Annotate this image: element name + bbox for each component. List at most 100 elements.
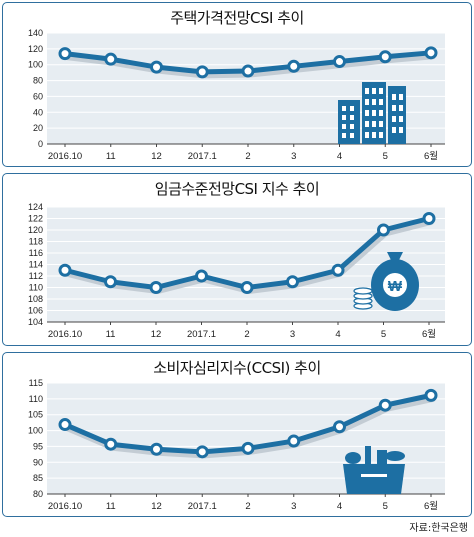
x-tick-label: 4 xyxy=(335,329,340,340)
window-shape xyxy=(399,105,403,111)
x-tick-label: 3 xyxy=(290,329,295,340)
y-tick-label: 114 xyxy=(29,260,43,270)
window-shape xyxy=(350,133,354,138)
y-tick-label: 112 xyxy=(29,271,43,281)
bag-top-shape xyxy=(387,252,403,260)
x-tick-label: 12 xyxy=(151,501,162,512)
y-tick-label: 100 xyxy=(28,426,43,436)
data-point xyxy=(333,55,346,69)
data-point xyxy=(241,64,255,78)
x-tick-label: 11 xyxy=(106,501,116,512)
y-tick-label: 90 xyxy=(33,457,43,467)
window-shape xyxy=(365,99,369,105)
bag-body-shape xyxy=(343,464,405,494)
x-tick-label: 11 xyxy=(106,151,116,162)
y-tick-label: 60 xyxy=(33,91,43,101)
x-tick-label: 5 xyxy=(383,151,388,162)
data-point xyxy=(195,445,209,459)
chart-title: 임금수준전망CSI 지수 추이 xyxy=(154,180,320,198)
data-point xyxy=(241,441,255,455)
line-chart: 80 85 90 95 100 105 110 115 2016.10 11 12 2017.1 2 3 4… xyxy=(28,378,445,512)
window-shape xyxy=(392,105,396,111)
y-tick-label: 104 xyxy=(28,317,43,327)
source-note: 자료:한국은행 xyxy=(409,523,468,534)
won-sign-label: ₩ xyxy=(388,278,403,295)
window-shape xyxy=(342,124,346,129)
x-tick-label: 2016.10 xyxy=(48,501,82,512)
data-point xyxy=(104,52,118,66)
y-tick-label: 106 xyxy=(28,306,43,316)
data-point xyxy=(149,281,163,294)
data-point xyxy=(378,50,392,64)
data-point xyxy=(333,420,346,434)
data-point xyxy=(287,59,301,73)
coin-badge-shape xyxy=(383,273,407,297)
window-shape xyxy=(350,124,354,129)
y-tick-label: 40 xyxy=(33,107,43,117)
data-point xyxy=(58,263,72,277)
data-point xyxy=(331,263,345,277)
data-point xyxy=(377,223,390,237)
y-tick-label: 20 xyxy=(33,123,43,133)
x-tick-label: 6월 xyxy=(424,500,438,512)
window-shape xyxy=(372,121,376,127)
y-tick-label: 85 xyxy=(33,473,43,483)
data-point xyxy=(195,269,208,283)
ccsi-panel: 80 85 90 95 100 105 110 115 2016.10 11 12 2017.1 2 3 4… xyxy=(2,352,472,517)
data-point xyxy=(150,442,163,456)
money-bag-icon: ₩ xyxy=(353,252,419,311)
window-shape xyxy=(342,106,346,111)
window-shape xyxy=(342,133,346,138)
window-shape xyxy=(379,132,383,138)
window-shape xyxy=(379,99,383,105)
data-point xyxy=(195,65,209,79)
building-shape xyxy=(388,86,406,144)
y-tick-label: 108 xyxy=(28,294,43,304)
y-tick-label: 120 xyxy=(28,44,43,54)
data-point xyxy=(378,398,392,412)
window-shape xyxy=(399,94,403,100)
data-point xyxy=(104,275,117,289)
bread-shape xyxy=(385,451,405,461)
y-tick-label: 95 xyxy=(33,441,43,451)
window-shape xyxy=(372,132,376,138)
data-point xyxy=(150,60,163,74)
y-tick-label: 80 xyxy=(33,76,43,86)
bag-stripe-shape xyxy=(361,474,387,477)
x-tick-label: 6월 xyxy=(424,150,438,162)
carton-shape xyxy=(377,450,387,464)
data-point xyxy=(58,418,72,432)
housing-price-csi-panel: 0 20 40 60 80 100 120 140 2016.10 11 12 2017.1 2 3 4 5 6… xyxy=(2,2,472,167)
y-tick-label: 80 xyxy=(33,489,43,499)
data-point xyxy=(240,281,254,294)
x-tick-label: 2017.1 xyxy=(188,151,217,162)
y-tick-label: 116 xyxy=(29,248,43,258)
x-tick-label: 12 xyxy=(151,151,162,162)
window-shape xyxy=(372,110,376,116)
window-shape xyxy=(392,116,396,122)
y-tick-label: 118 xyxy=(29,237,43,247)
x-tick-label: 2 xyxy=(245,151,250,162)
window-shape xyxy=(342,115,346,120)
chart-title: 소비자심리지수(CCSI) 추이 xyxy=(153,359,321,377)
window-shape xyxy=(379,88,383,94)
line-chart: 1041061081101121141161181201221242016.10… xyxy=(28,202,445,340)
y-tick-label: 110 xyxy=(29,283,43,293)
apartment-buildings-icon xyxy=(338,82,406,144)
wage-level-csi-panel: 104 106 108 110 112 114 116 118 120 122 124 2016.10… xyxy=(2,173,472,346)
window-shape xyxy=(379,121,383,127)
x-tick-label: 11 xyxy=(106,329,116,340)
shopping-bag-icon xyxy=(343,446,405,494)
x-tick-label: 2 xyxy=(245,501,250,512)
x-tick-label: 4 xyxy=(337,151,342,162)
data-point xyxy=(58,47,72,61)
window-shape xyxy=(372,99,376,105)
data-point xyxy=(104,437,118,451)
data-point xyxy=(424,46,438,60)
window-shape xyxy=(372,88,376,94)
data-point xyxy=(424,388,438,402)
y-tick-label: 124 xyxy=(28,202,43,212)
x-tick-label: 2017.1 xyxy=(188,501,217,512)
x-tick-label: 2016.10 xyxy=(48,151,82,162)
y-tick-label: 0 xyxy=(38,139,43,149)
